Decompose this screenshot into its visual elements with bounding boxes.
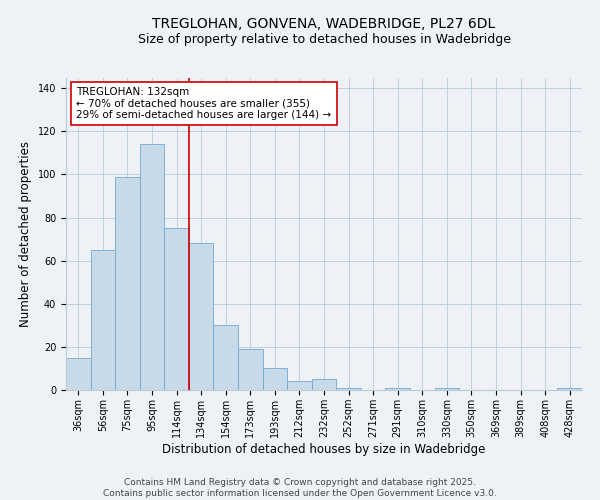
Text: TREGLOHAN, GONVENA, WADEBRIDGE, PL27 6DL: TREGLOHAN, GONVENA, WADEBRIDGE, PL27 6DL — [152, 18, 496, 32]
Bar — [115, 176, 140, 390]
Bar — [434, 388, 459, 390]
Bar — [263, 368, 287, 390]
Text: Size of property relative to detached houses in Wadebridge: Size of property relative to detached ho… — [137, 32, 511, 46]
Text: Contains HM Land Registry data © Crown copyright and database right 2025.
Contai: Contains HM Land Registry data © Crown c… — [103, 478, 497, 498]
Bar — [91, 250, 115, 390]
Y-axis label: Number of detached properties: Number of detached properties — [19, 141, 32, 327]
X-axis label: Distribution of detached houses by size in Wadebridge: Distribution of detached houses by size … — [163, 442, 485, 456]
Bar — [238, 349, 263, 390]
Bar — [385, 388, 410, 390]
Bar — [287, 382, 312, 390]
Bar — [557, 388, 582, 390]
Bar — [189, 244, 214, 390]
Bar — [214, 326, 238, 390]
Bar — [140, 144, 164, 390]
Bar — [66, 358, 91, 390]
Bar — [164, 228, 189, 390]
Text: TREGLOHAN: 132sqm
← 70% of detached houses are smaller (355)
29% of semi-detache: TREGLOHAN: 132sqm ← 70% of detached hous… — [76, 87, 331, 120]
Bar — [312, 379, 336, 390]
Bar — [336, 388, 361, 390]
